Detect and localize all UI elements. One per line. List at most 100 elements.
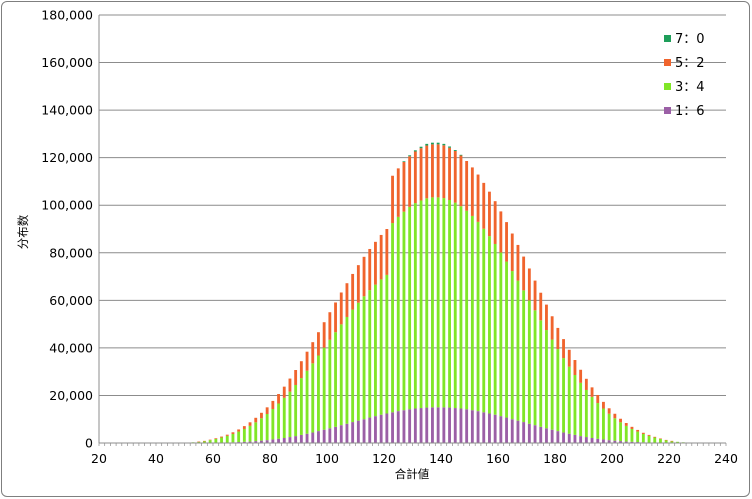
legend-label: 3：4 [675,80,705,95]
bar-segment [465,409,469,443]
bar-segment [282,397,286,439]
bar-segment [374,416,377,443]
bar-segment [305,351,309,371]
bar-segment [670,441,674,443]
bar-segment [510,233,514,272]
bar-segment [385,413,389,443]
y-tick-label: 0 [85,436,93,451]
bar-segment [670,440,674,442]
x-tick-label: 160 [486,451,510,466]
x-tick-label: 140 [429,451,453,466]
bar-segment [448,146,451,148]
bar-segment [419,148,423,201]
bar-segment [459,206,463,409]
bar-segment [562,358,565,433]
bar-segment [527,423,531,443]
bar-segment [231,432,235,434]
bar-segment [242,441,246,443]
bar-segment [533,310,537,426]
bar-segment [527,268,531,301]
bar-segment [351,422,355,443]
bar-segment [516,280,520,421]
bar-segment [208,440,212,443]
bar-segment [522,422,526,443]
bar-segment [516,244,520,281]
bar-segment [573,374,577,435]
bar-segment [425,143,429,146]
bar-segment [579,436,583,443]
y-axis-title: 分布数 [16,214,30,249]
bar-segment [653,436,657,438]
bar-segment [328,428,332,443]
x-tick-label: 40 [148,451,164,466]
bar-segment [602,439,605,443]
bar-segment [556,431,560,443]
bar-segment [493,201,497,244]
legend-label: 1：6 [675,104,705,119]
bar-segment [299,361,303,379]
bar-segment [294,370,298,385]
bar-segment [562,432,565,443]
bar-segment [630,441,634,443]
bar-segment [431,197,434,408]
bar-segment [470,215,474,411]
bar-segment [311,432,315,443]
bar-segment [533,280,537,311]
bar-segment [453,202,457,409]
bar-segment [214,438,218,443]
bar-segment [436,197,440,408]
bar-segment [214,438,218,439]
bar-segment [402,410,406,443]
bar-segment [550,339,554,430]
bar-segment [362,256,366,297]
y-tick-label: 120,000 [41,150,93,165]
legend-label: 7：0 [675,32,705,47]
legend: 7：0 5：2 3：4 1：6 [664,32,705,119]
bar-segment [431,142,434,145]
bar-segment [505,261,508,418]
bar-segment [305,433,309,443]
bar-segment [379,414,383,443]
bar-segment [322,429,326,443]
x-tick-label: 240 [714,451,738,466]
bar-segment [408,409,412,443]
bar-segment [197,441,201,443]
bar-segment [294,436,298,443]
bar-segment [379,234,383,280]
bar-segment [613,418,617,441]
x-tick-labels: 20 40 60 80 100 120 140 160 180 200 220 240 [91,451,738,466]
bar-segment [351,273,355,310]
legend-swatch [664,35,671,42]
bar-segment [368,417,372,443]
bar-segment [402,161,406,162]
bar-segment [231,433,235,443]
bar-segment [368,248,372,291]
bar-segment [448,199,451,408]
bar-segment [391,412,394,443]
bar-segment [254,417,258,423]
bar-segment [465,210,469,410]
y-tick-label: 180,000 [41,8,93,23]
bar-segment [413,408,417,443]
bar-segment [328,339,332,429]
bar-segment [356,302,360,421]
bar-segment [282,386,286,398]
bar-segment [299,378,303,435]
bar-segment [527,300,531,424]
bar-segment [630,426,634,429]
bar-segment [317,332,320,356]
bar-segment [317,431,320,443]
bar-segment [584,378,588,390]
bar-segment [539,292,543,321]
bar-segment [311,363,315,433]
bar-segment [442,145,446,199]
bar-segment [413,151,417,204]
bar-segment [288,391,292,438]
bar-segment [248,441,252,443]
bar-segment [465,160,469,211]
x-tick-label: 180 [543,451,567,466]
bars [180,142,697,444]
bar-segment [425,407,429,443]
bar-segment [419,408,423,443]
bar-segment [334,302,337,333]
